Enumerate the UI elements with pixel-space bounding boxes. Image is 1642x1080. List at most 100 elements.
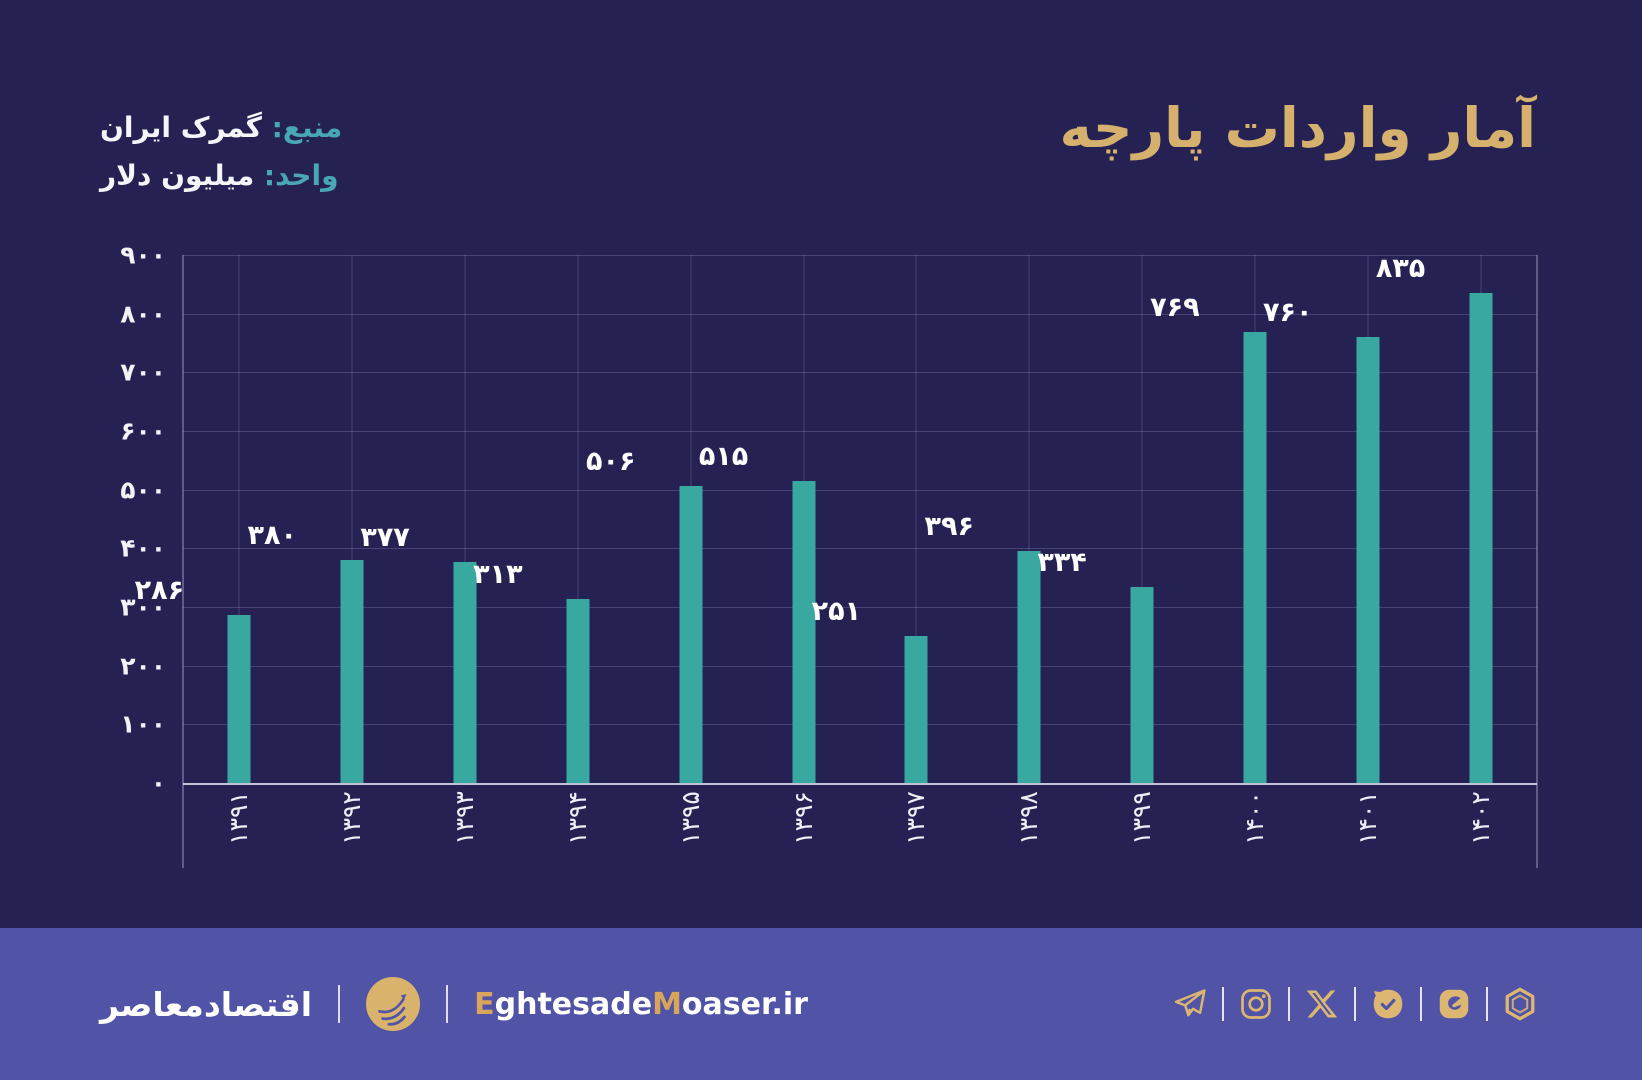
site-url-part: oaser (681, 986, 772, 1022)
y-tick-label: ۲۰۰ (120, 651, 166, 681)
v-gridline (1141, 255, 1143, 783)
v-gridline (1028, 255, 1030, 783)
site-url-part: M (652, 986, 682, 1022)
site-url-part: E (474, 986, 495, 1022)
source-line: منبع: گمرک ایران (100, 104, 342, 152)
bar (227, 615, 251, 783)
brand-name-fa: اقتصادمعاصر (100, 984, 313, 1024)
brand-logo-icon (366, 977, 421, 1031)
h-gridline (183, 372, 1537, 374)
divider (338, 985, 341, 1023)
social-icons-group (1172, 986, 1538, 1022)
bar (679, 486, 703, 783)
divider (1222, 987, 1224, 1021)
site-url: EghtesadeMoaser.ir (474, 987, 808, 1022)
plot-area: ۲۸۶ ۱۳۹۱ ۳۸۰ ۱۳۹۲ ۳۷۷ ۱۳۹۳ ۳۱۳ ۱۳۹۴ ۵۰۶ ۱۳۹۵ ۵۱۵ ۱۳… (135, 253, 1538, 868)
x-tick-label: ۱۳۹۲ (337, 791, 367, 845)
divider (1288, 987, 1290, 1021)
x-tick-label: ۱۳۹۴ (562, 791, 592, 845)
bar-value-label: ۷۶۹ (1150, 291, 1200, 323)
plot-border-left (182, 255, 184, 868)
y-tick-label: ۰ (150, 768, 166, 798)
rubika-icon[interactable] (1502, 986, 1538, 1022)
bar-value-label: ۳۷۷ (360, 521, 410, 553)
v-gridline (464, 255, 466, 783)
x-axis-baseline (183, 783, 1537, 785)
y-tick-label: ۵۰۰ (120, 475, 166, 505)
bar-value-label: ۳۱۳ (473, 559, 523, 591)
y-axis: ۰ ۱۰۰ ۲۰۰ ۳۰۰ ۴۰۰ ۵۰۰ ۶۰۰ ۷۰۰ ۸۰۰ ۹۰۰ (0, 241, 166, 798)
x-tick-label: ۱۴۰۲ (1465, 791, 1495, 845)
y-tick-label: ۱۰۰ (120, 709, 166, 739)
y-tick-label: ۶۰۰ (120, 416, 166, 446)
v-gridline (577, 255, 579, 783)
bar (453, 561, 477, 783)
h-gridline (183, 724, 1537, 726)
bar (1243, 331, 1267, 783)
h-gridline (183, 313, 1537, 315)
v-gridline (915, 255, 917, 783)
site-url-part: .ir (771, 986, 808, 1022)
bar-value-label: ۳۹۶ (924, 510, 974, 542)
x-tick-label: ۱۳۹۷ (901, 791, 931, 845)
unit-line: واحد: میلیون دلار (100, 152, 342, 200)
bar-value-label: ۳۸۰ (247, 520, 297, 552)
page-title: آمار واردات پارچه (1059, 96, 1536, 160)
h-gridline (183, 548, 1537, 550)
x-tick-label: ۱۳۹۳ (450, 791, 480, 845)
footer-bar: اقتصادمعاصر EghtesadeMoaser.ir (0, 928, 1642, 1080)
bar (1356, 337, 1380, 783)
x-tick-label: ۱۳۹۹ (1127, 791, 1157, 845)
h-gridline (183, 255, 1537, 256)
divider (1420, 987, 1422, 1021)
source-value: گمرک ایران (100, 111, 262, 144)
x-tick-label: ۱۳۹۶ (788, 791, 818, 845)
x-tick-label: ۱۳۹۱ (224, 791, 254, 845)
x-tick-label: ۱۳۹۵ (675, 791, 705, 845)
bar (1017, 550, 1041, 783)
x-tick-label: ۱۴۰۰ (1239, 791, 1269, 845)
divider (446, 985, 449, 1023)
unit-value: میلیون دلار (100, 159, 255, 192)
h-gridline (183, 607, 1537, 608)
y-tick-label: ۷۰۰ (120, 357, 166, 387)
bar-value-label: ۷۶۰ (1263, 297, 1313, 329)
bar (1469, 293, 1493, 783)
bar-value-label: ۵۰۶ (586, 446, 636, 478)
bale-icon[interactable] (1370, 986, 1406, 1022)
h-gridline (183, 665, 1537, 667)
site-url-part: ghtesade (494, 986, 653, 1022)
plot-border-right (1536, 255, 1538, 868)
y-tick-label: ۸۰۰ (120, 299, 166, 329)
bar-value-label: ۲۸۶ (134, 575, 185, 607)
h-gridline (183, 489, 1537, 491)
divider (1486, 987, 1488, 1021)
x-icon[interactable] (1304, 986, 1340, 1022)
telegram-icon[interactable] (1172, 986, 1208, 1022)
bar (792, 480, 816, 783)
source-label: منبع: (271, 111, 343, 144)
bar (1130, 587, 1154, 783)
h-gridline (183, 431, 1537, 432)
y-tick-label: ۴۰۰ (120, 533, 166, 563)
bar (340, 560, 364, 783)
unit-label: واحد: (263, 159, 339, 192)
bar-value-label: ۸۳۵ (1375, 253, 1426, 285)
bar-value-label: ۲۵۱ (811, 595, 862, 627)
v-gridline (238, 255, 240, 783)
footer-brand-group: اقتصادمعاصر EghtesadeMoaser.ir (100, 977, 808, 1031)
y-tick-label: ۹۰۰ (120, 240, 166, 270)
instagram-icon[interactable] (1238, 986, 1274, 1022)
bar-value-label: ۵۱۵ (698, 440, 749, 472)
eitaa-icon[interactable] (1436, 986, 1472, 1022)
source-unit-block: منبع: گمرک ایران واحد: میلیون دلار (100, 104, 342, 200)
y-tick-label: ۳۰۰ (120, 592, 166, 622)
x-tick-label: ۱۴۰۱ (1352, 791, 1382, 845)
bar (566, 599, 590, 783)
divider (1354, 987, 1356, 1021)
x-tick-label: ۱۳۹۸ (1014, 791, 1044, 845)
bar (904, 635, 928, 783)
v-gridline (351, 255, 353, 783)
bar-value-label: ۳۳۴ (1037, 547, 1087, 579)
